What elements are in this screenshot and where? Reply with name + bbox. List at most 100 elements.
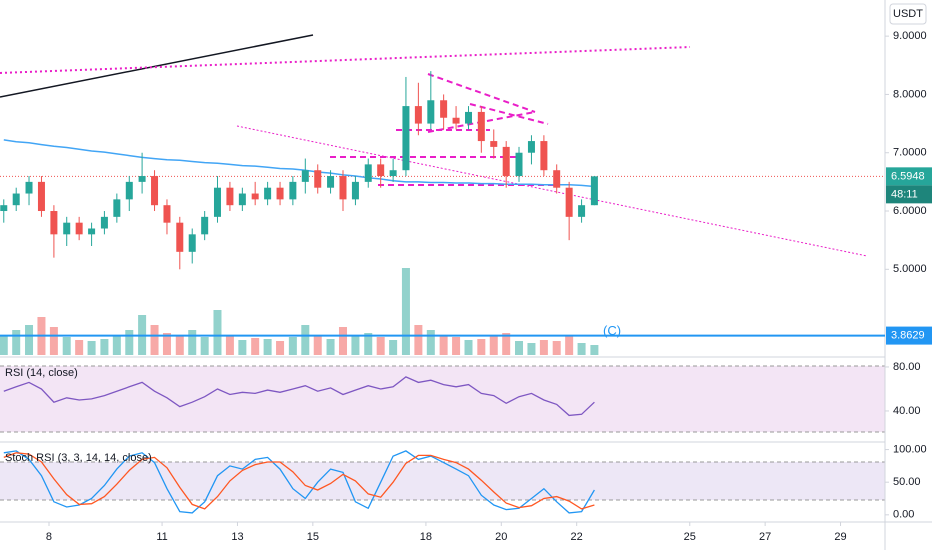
y-tick-label: 0.00 (893, 509, 914, 521)
volume-bar (175, 335, 184, 355)
moving-average (3, 139, 595, 188)
triangle-pattern (330, 73, 560, 186)
candle-body (414, 106, 422, 124)
trend-line (236, 125, 868, 257)
candle-body (565, 187, 573, 217)
x-tick-label: 22 (571, 531, 583, 543)
volume-bar (276, 341, 285, 355)
countdown-box (886, 185, 932, 204)
volume-bar (125, 330, 134, 355)
volume-bar (12, 330, 21, 355)
axis-unit: USDT (893, 8, 923, 20)
candle-body (351, 181, 359, 200)
candle-body (289, 181, 297, 200)
x-tick-label: 18 (420, 531, 432, 543)
volume-bar (100, 339, 109, 355)
candle-body (213, 187, 221, 217)
candle-body (540, 141, 548, 171)
candle-body (301, 170, 309, 182)
candle-body (75, 222, 83, 235)
level-box (886, 326, 932, 345)
volume-bar (87, 341, 96, 355)
y-tick-label: 40.00 (893, 405, 921, 417)
volume-bar (263, 339, 272, 355)
candle-body (25, 181, 33, 194)
candle-body (50, 211, 58, 235)
volume-bar (75, 340, 84, 355)
volume-bar (464, 340, 473, 355)
volume-bar (313, 335, 322, 355)
stoch-title: Stoch RSI (3, 3, 14, 14, close) (5, 452, 152, 464)
candle-body (377, 164, 385, 177)
volume-bar (162, 333, 171, 355)
volume-bar (477, 339, 486, 355)
volume-bar (338, 327, 347, 355)
rsi-band (0, 366, 885, 432)
volume-bar (225, 335, 234, 355)
candle-body (364, 164, 372, 182)
x-tick-label: 29 (834, 531, 846, 543)
volume-bar (527, 343, 536, 355)
volume-bar (188, 330, 197, 355)
y-tick-label: 50.00 (893, 476, 921, 488)
volume-bar (452, 337, 461, 355)
volume-bar (489, 335, 498, 355)
last-price-box (886, 167, 932, 186)
candle-body (188, 234, 196, 252)
candle-body (578, 205, 586, 217)
volume-bar (112, 335, 121, 355)
candle-body (553, 170, 561, 188)
volume-bar (326, 339, 335, 355)
volume-bar (401, 268, 410, 355)
candle-body (276, 187, 284, 200)
trend-line (0, 34, 314, 98)
x-tick-label: 11 (156, 531, 167, 543)
candle-body (238, 193, 246, 206)
candle-body (163, 205, 171, 223)
candle-body (440, 100, 448, 118)
volume-bar (376, 337, 385, 355)
y-tick-label: 9.0000 (893, 30, 927, 42)
x-tick-label: 8 (46, 531, 52, 543)
candle-body (389, 170, 397, 177)
level-price-label: 3.8629 (891, 330, 925, 342)
volume-bar (552, 341, 561, 355)
candle-body (314, 170, 322, 188)
volume-bar (565, 335, 574, 355)
drawings (0, 34, 868, 257)
candle-body (515, 152, 523, 177)
candle-body (402, 106, 410, 171)
x-tick-label: 20 (495, 531, 507, 543)
volume-bar (200, 337, 209, 355)
y-tick-label: 8.0000 (893, 88, 927, 100)
candle-body (88, 228, 96, 235)
y-tick-label: 100.00 (893, 443, 927, 455)
candle-body (12, 193, 20, 206)
candle-body (0, 205, 8, 212)
volume-bar (213, 310, 222, 355)
x-tick-label: 25 (684, 531, 696, 543)
volume-bar (364, 333, 373, 355)
candle-body (37, 181, 45, 212)
volume-bar (251, 338, 260, 355)
candle-body (113, 199, 121, 217)
candle-body (327, 176, 335, 188)
candle-body (63, 222, 71, 235)
y-tick-label: 7.0000 (893, 147, 927, 159)
candle-body (138, 176, 146, 182)
volume-bar (288, 337, 297, 355)
x-tick-label: 13 (231, 531, 243, 543)
candle-body (590, 176, 598, 206)
indicator-line (3, 376, 595, 417)
candle-body (477, 111, 485, 142)
indicator-line (3, 450, 595, 514)
candle-body (465, 111, 473, 124)
candle-body (226, 187, 234, 206)
volume-bar (389, 340, 398, 355)
volume-bar (351, 335, 360, 355)
candle-body (264, 187, 272, 200)
volume-bar (238, 340, 247, 355)
x-tick-label: 15 (307, 531, 319, 543)
volume-bar (502, 333, 511, 355)
